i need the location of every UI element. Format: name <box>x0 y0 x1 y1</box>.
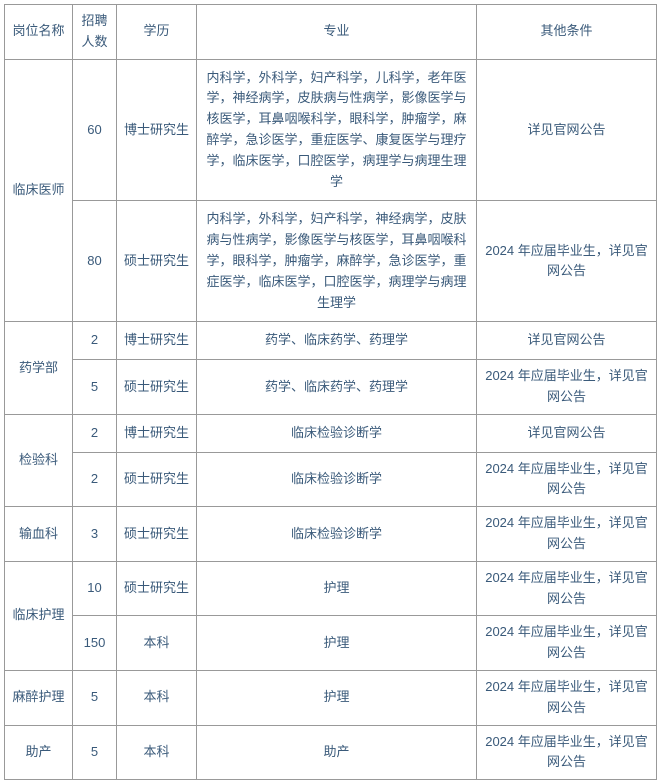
table-row: 80硕士研究生内科学，外科学，妇产科学，神经病学，皮肤病与性病学，影像医学与核医… <box>5 201 657 322</box>
cell-education: 硕士研究生 <box>117 452 197 507</box>
cell-count: 3 <box>73 507 117 562</box>
cell-other: 2024 年应届毕业生，详见官网公告 <box>477 507 657 562</box>
cell-education: 硕士研究生 <box>117 201 197 322</box>
cell-major: 药学、临床药学、药理学 <box>197 322 477 360</box>
table-row: 2硕士研究生临床检验诊断学2024 年应届毕业生，详见官网公告 <box>5 452 657 507</box>
cell-count: 2 <box>73 452 117 507</box>
cell-major: 护理 <box>197 670 477 725</box>
cell-other: 详见官网公告 <box>477 322 657 360</box>
table-row: 临床医师60博士研究生内科学，外科学，妇产科学，儿科学，老年医学，神经病学，皮肤… <box>5 59 657 201</box>
cell-education: 博士研究生 <box>117 59 197 201</box>
cell-position: 输血科 <box>5 507 73 562</box>
cell-position: 临床医师 <box>5 59 73 322</box>
cell-other: 2024 年应届毕业生，详见官网公告 <box>477 360 657 415</box>
cell-other: 2024 年应届毕业生，详见官网公告 <box>477 201 657 322</box>
header-position: 岗位名称 <box>5 5 73 60</box>
cell-major: 临床检验诊断学 <box>197 414 477 452</box>
cell-major: 助产 <box>197 725 477 780</box>
cell-count: 80 <box>73 201 117 322</box>
cell-education: 博士研究生 <box>117 322 197 360</box>
cell-other: 2024 年应届毕业生，详见官网公告 <box>477 670 657 725</box>
cell-education: 硕士研究生 <box>117 360 197 415</box>
cell-major: 护理 <box>197 616 477 671</box>
table-row: 检验科2博士研究生临床检验诊断学详见官网公告 <box>5 414 657 452</box>
table-row: 助产5本科助产2024 年应届毕业生，详见官网公告 <box>5 725 657 780</box>
cell-count: 5 <box>73 360 117 415</box>
cell-education: 博士研究生 <box>117 414 197 452</box>
cell-count: 60 <box>73 59 117 201</box>
table-row: 药学部2博士研究生药学、临床药学、药理学详见官网公告 <box>5 322 657 360</box>
cell-other: 详见官网公告 <box>477 59 657 201</box>
table-row: 麻醉护理5本科护理2024 年应届毕业生，详见官网公告 <box>5 670 657 725</box>
cell-position: 麻醉护理 <box>5 670 73 725</box>
cell-education: 硕士研究生 <box>117 561 197 616</box>
cell-position: 检验科 <box>5 414 73 506</box>
cell-count: 2 <box>73 414 117 452</box>
cell-education: 本科 <box>117 616 197 671</box>
cell-position: 药学部 <box>5 322 73 414</box>
cell-count: 2 <box>73 322 117 360</box>
cell-count: 5 <box>73 725 117 780</box>
table-row: 5硕士研究生药学、临床药学、药理学2024 年应届毕业生，详见官网公告 <box>5 360 657 415</box>
cell-major: 护理 <box>197 561 477 616</box>
cell-count: 10 <box>73 561 117 616</box>
cell-major: 内科学，外科学，妇产科学，儿科学，老年医学，神经病学，皮肤病与性病学，影像医学与… <box>197 59 477 201</box>
cell-major: 药学、临床药学、药理学 <box>197 360 477 415</box>
cell-position: 临床护理 <box>5 561 73 670</box>
cell-other: 2024 年应届毕业生，详见官网公告 <box>477 452 657 507</box>
cell-other: 2024 年应届毕业生，详见官网公告 <box>477 616 657 671</box>
table-body: 临床医师60博士研究生内科学，外科学，妇产科学，儿科学，老年医学，神经病学，皮肤… <box>5 59 657 780</box>
recruitment-table: 岗位名称 招聘人数 学历 专业 其他条件 临床医师60博士研究生内科学，外科学，… <box>4 4 657 780</box>
table-row: 输血科3硕士研究生临床检验诊断学2024 年应届毕业生，详见官网公告 <box>5 507 657 562</box>
cell-education: 本科 <box>117 670 197 725</box>
cell-other: 2024 年应届毕业生，详见官网公告 <box>477 725 657 780</box>
cell-count: 150 <box>73 616 117 671</box>
table-row: 150本科护理2024 年应届毕业生，详见官网公告 <box>5 616 657 671</box>
cell-education: 硕士研究生 <box>117 507 197 562</box>
cell-major: 临床检验诊断学 <box>197 452 477 507</box>
header-count: 招聘人数 <box>73 5 117 60</box>
header-other: 其他条件 <box>477 5 657 60</box>
cell-major: 临床检验诊断学 <box>197 507 477 562</box>
table-header-row: 岗位名称 招聘人数 学历 专业 其他条件 <box>5 5 657 60</box>
cell-other: 详见官网公告 <box>477 414 657 452</box>
cell-count: 5 <box>73 670 117 725</box>
cell-education: 本科 <box>117 725 197 780</box>
cell-major: 内科学，外科学，妇产科学，神经病学，皮肤病与性病学，影像医学与核医学，耳鼻咽喉科… <box>197 201 477 322</box>
table-row: 临床护理10硕士研究生护理2024 年应届毕业生，详见官网公告 <box>5 561 657 616</box>
header-major: 专业 <box>197 5 477 60</box>
header-education: 学历 <box>117 5 197 60</box>
cell-position: 助产 <box>5 725 73 780</box>
cell-other: 2024 年应届毕业生，详见官网公告 <box>477 561 657 616</box>
